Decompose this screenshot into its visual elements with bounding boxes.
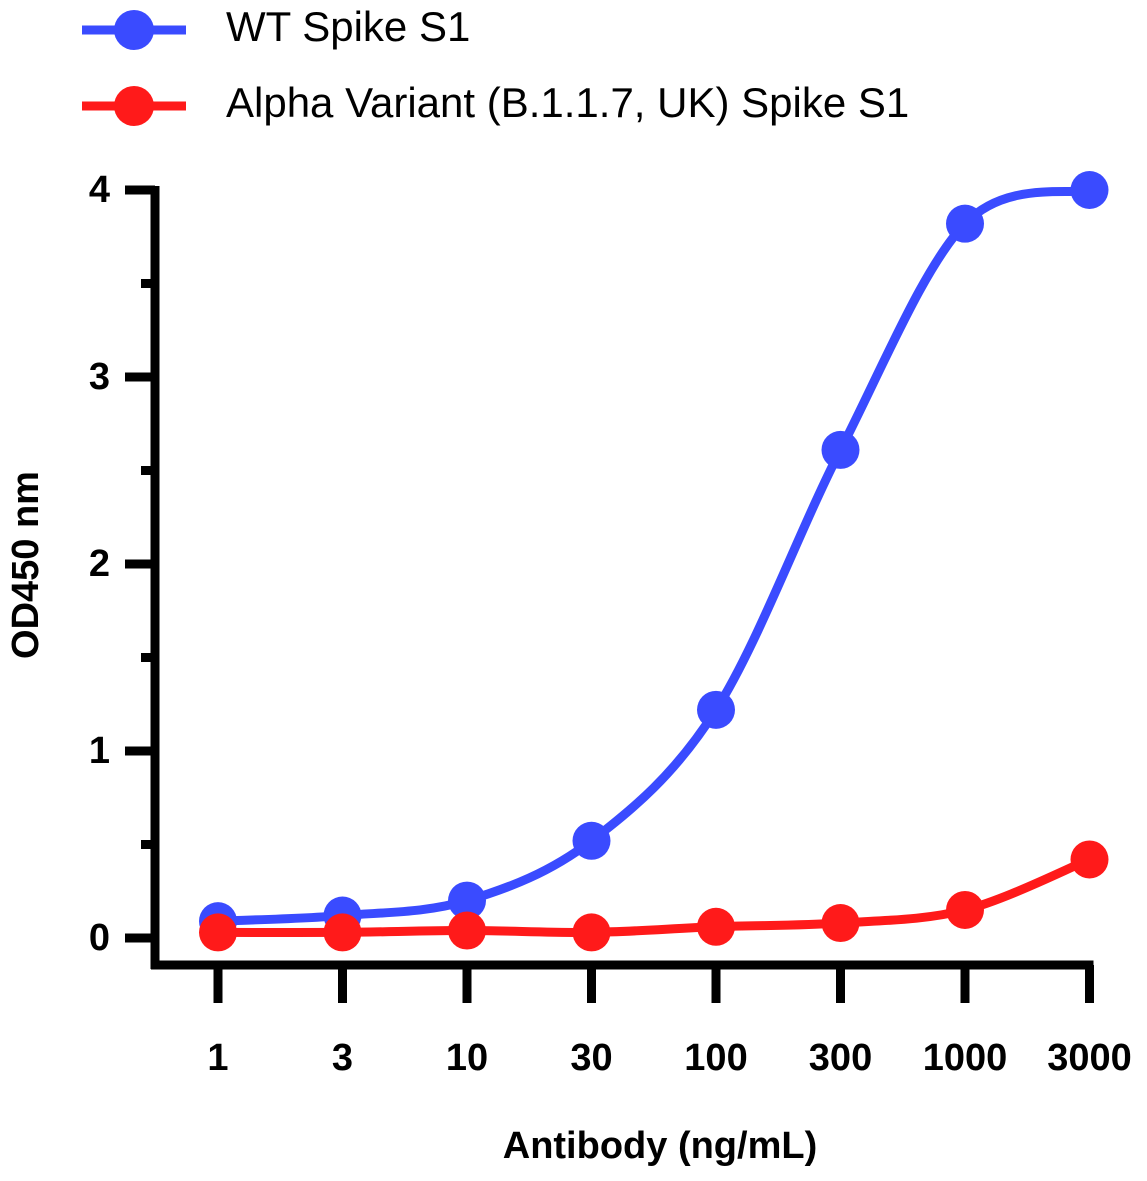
legend-label: WT Spike S1 bbox=[226, 3, 470, 50]
data-point bbox=[821, 430, 860, 469]
x-tick-label: 3 bbox=[332, 1037, 353, 1079]
data-point bbox=[821, 904, 860, 943]
data-point bbox=[946, 204, 984, 243]
data-point bbox=[946, 890, 984, 929]
x-tick-label: 30 bbox=[570, 1037, 612, 1079]
y-tick-label: 1 bbox=[89, 730, 110, 772]
y-tick-label: 4 bbox=[89, 169, 110, 211]
x-tick-label: 1000 bbox=[923, 1037, 1008, 1079]
data-point bbox=[448, 881, 486, 920]
x-tick-label: 300 bbox=[809, 1037, 872, 1079]
x-tick-label: 1 bbox=[207, 1037, 228, 1079]
data-point bbox=[199, 913, 237, 952]
series-line bbox=[217, 185, 1091, 926]
data-point bbox=[697, 690, 735, 729]
x-tick-label: 3000 bbox=[1047, 1037, 1132, 1079]
data-point bbox=[572, 913, 611, 952]
y-tick-label: 0 bbox=[89, 917, 110, 959]
legend-marker bbox=[114, 10, 154, 50]
data-point bbox=[697, 907, 735, 946]
data-point bbox=[1070, 171, 1109, 209]
x-axis-label: Antibody (ng/mL) bbox=[503, 1125, 817, 1167]
y-tick-label: 3 bbox=[89, 356, 110, 398]
x-tick-label: 100 bbox=[684, 1037, 747, 1079]
data-point bbox=[323, 913, 362, 952]
data-point bbox=[448, 911, 486, 950]
data-point bbox=[572, 821, 611, 860]
x-tick-label: 10 bbox=[446, 1037, 488, 1079]
y-axis-label: OD450 nm bbox=[5, 471, 47, 659]
data-point bbox=[1070, 840, 1109, 879]
legend-marker bbox=[114, 86, 154, 126]
legend-label: Alpha Variant (B.1.1.7, UK) Spike S1 bbox=[226, 79, 909, 126]
y-tick-label: 2 bbox=[89, 543, 110, 585]
